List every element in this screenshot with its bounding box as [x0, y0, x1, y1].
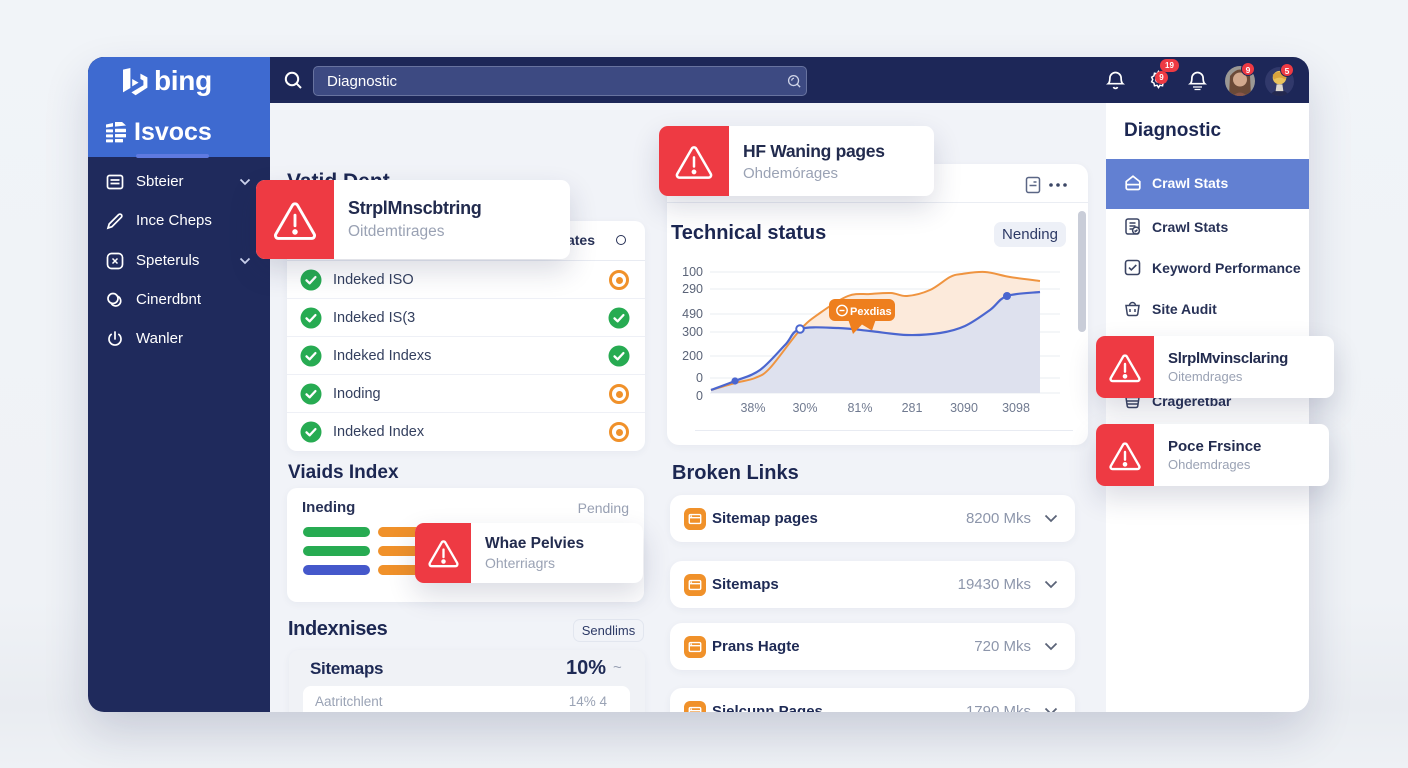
- svg-text:3090: 3090: [950, 401, 978, 415]
- svg-text:Pexdias: Pexdias: [850, 306, 892, 318]
- svg-text:490: 490: [682, 307, 703, 321]
- svg-text:300: 300: [682, 325, 703, 339]
- svg-text:0: 0: [696, 371, 703, 385]
- svg-text:38%: 38%: [740, 401, 765, 415]
- svg-text:281: 281: [902, 401, 923, 415]
- svg-text:200: 200: [682, 349, 703, 363]
- svg-text:30%: 30%: [792, 401, 817, 415]
- svg-text:0: 0: [696, 389, 703, 403]
- svg-text:3098: 3098: [1002, 401, 1030, 415]
- svg-text:290: 290: [682, 282, 703, 296]
- svg-text:81%: 81%: [847, 401, 872, 415]
- svg-text:100: 100: [682, 265, 703, 279]
